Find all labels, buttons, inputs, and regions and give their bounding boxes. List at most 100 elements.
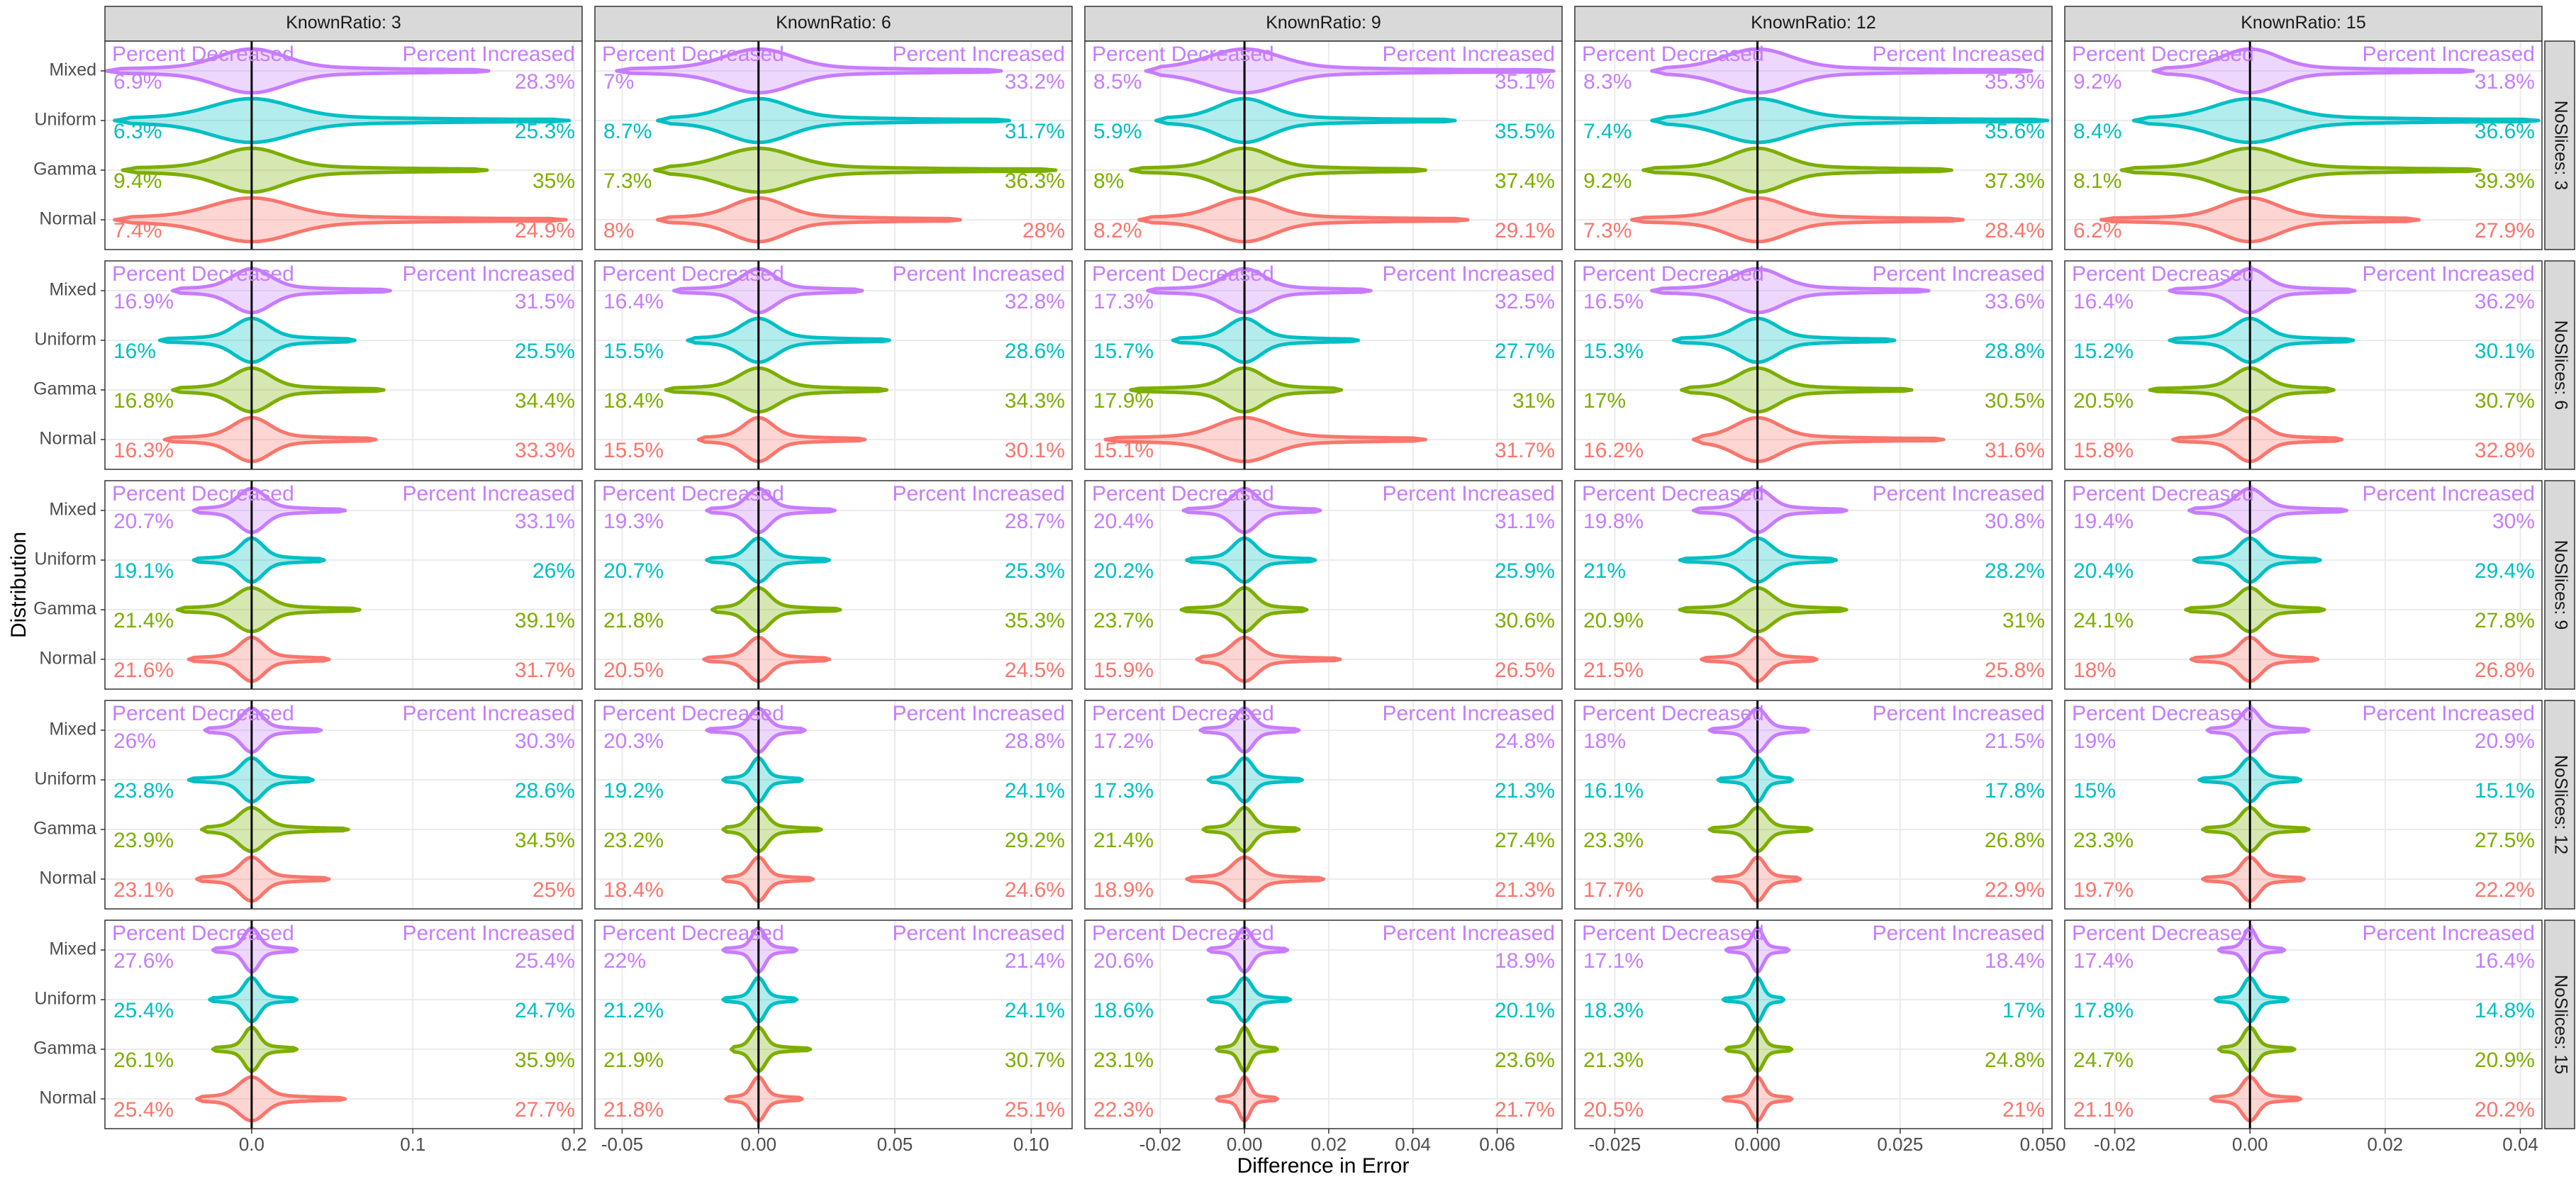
panel	[105, 481, 582, 689]
percent-increased: 24.9%	[515, 219, 575, 242]
column-label: KnownRatio: 15	[2241, 13, 2366, 33]
violin	[195, 855, 331, 903]
percent-decreased: 5.9%	[1093, 120, 1142, 143]
percent-increased: 24.8%	[1495, 730, 1555, 753]
percent-increased: 21.4%	[1005, 949, 1065, 973]
percent-increased: 35.5%	[1495, 120, 1555, 143]
percent-decreased: 19.4%	[2073, 510, 2134, 533]
annotation: Percent Increased	[1873, 262, 2045, 286]
percent-decreased: 21.4%	[1093, 829, 1154, 852]
panel-border	[1084, 40, 1563, 250]
x-tick-label: 0.00	[740, 1134, 776, 1155]
percent-decreased: 6.3%	[113, 120, 162, 143]
panel	[595, 261, 1072, 469]
strip	[2544, 40, 2575, 250]
y-tick-label: Mixed	[49, 939, 96, 959]
percent-decreased: 23.3%	[2073, 829, 2134, 852]
x-tick-label: 0.05	[877, 1134, 913, 1155]
percent-increased: 31.6%	[1985, 439, 2045, 462]
percent-decreased: 21.9%	[603, 1049, 664, 1072]
percent-increased: 39.1%	[515, 609, 575, 632]
percent-increased: 21%	[2002, 1098, 2045, 1122]
strip	[104, 6, 583, 42]
percent-increased: 31.5%	[515, 290, 575, 313]
annotation: Percent Decreased	[112, 482, 294, 505]
y-tick-label: Normal	[39, 1088, 96, 1108]
percent-decreased: 23.9%	[113, 829, 174, 852]
percent-increased: 32.8%	[1005, 290, 1065, 313]
percent-increased: 30.6%	[1495, 609, 1555, 632]
panel-border	[104, 920, 583, 1129]
percent-increased: 30.3%	[515, 730, 575, 753]
annotation: Percent Decreased	[1582, 482, 1764, 505]
percent-increased: 31.7%	[1005, 120, 1065, 143]
percent-decreased: 27.6%	[113, 949, 174, 973]
percent-increased: 20.2%	[2475, 1098, 2535, 1122]
percent-decreased: 17.8%	[2073, 999, 2134, 1022]
violin	[113, 196, 568, 244]
annotation: Percent Increased	[2363, 702, 2535, 725]
percent-increased: 37.4%	[1495, 169, 1555, 193]
percent-increased: 34.4%	[515, 389, 575, 413]
y-tick-label: Uniform	[34, 549, 96, 569]
percent-increased: 25.3%	[515, 120, 575, 143]
panel	[1085, 920, 1562, 1129]
percent-decreased: 17.9%	[1093, 389, 1154, 413]
violin	[1650, 267, 1931, 315]
percent-decreased: 21.5%	[1583, 659, 1644, 682]
percent-decreased: 15.3%	[1583, 340, 1644, 363]
x-tick-label: 0.000	[1734, 1134, 1780, 1155]
x-tick-label: 0.0	[239, 1134, 264, 1155]
percent-decreased: 21.3%	[1583, 1049, 1644, 1072]
percent-decreased: 17.2%	[1093, 730, 1154, 753]
y-tick-label: Normal	[39, 429, 96, 449]
percent-decreased: 21.2%	[603, 999, 664, 1022]
violin	[1716, 756, 1795, 804]
annotation: Percent Increased	[2363, 482, 2535, 505]
percent-increased: 31%	[2002, 609, 2045, 632]
percent-increased: 28.8%	[1005, 730, 1065, 753]
percent-decreased: 17.7%	[1583, 878, 1644, 902]
violin	[2217, 926, 2287, 974]
violin	[1691, 486, 1849, 535]
panel-border	[2064, 700, 2543, 910]
panel	[1575, 481, 2052, 689]
x-tick-label: 0.10	[1013, 1134, 1049, 1155]
panel	[2065, 700, 2542, 909]
percent-decreased: 8.3%	[1583, 70, 1632, 94]
percent-increased: 21.7%	[1495, 1098, 1555, 1122]
violin	[705, 536, 832, 584]
annotation: Percent Decreased	[602, 43, 784, 66]
percent-increased: 24.1%	[1005, 779, 1065, 803]
violin	[721, 926, 799, 974]
y-tick-label: Gamma	[33, 1039, 96, 1058]
percent-decreased: 16.5%	[1583, 290, 1644, 313]
percent-decreased: 15.7%	[1093, 340, 1154, 363]
annotation: Percent Increased	[893, 43, 1065, 66]
percent-increased: 27.9%	[2475, 219, 2535, 242]
percent-decreased: 15.2%	[2073, 340, 2134, 363]
percent-decreased: 19.7%	[2073, 878, 2134, 902]
annotation: Percent Decreased	[602, 702, 784, 725]
percent-decreased: 19.2%	[603, 779, 664, 803]
violin	[2192, 536, 2322, 584]
annotation: Percent Decreased	[1582, 702, 1764, 725]
row-label: NoSlices: 15	[2550, 975, 2570, 1074]
annotation: Percent Decreased	[602, 482, 784, 505]
panel	[1085, 481, 1562, 689]
violin	[191, 536, 326, 584]
panel	[1575, 700, 2052, 909]
annotation: Percent Increased	[1873, 702, 2045, 725]
percent-decreased: 6.9%	[113, 70, 162, 94]
percent-decreased: 16%	[113, 340, 156, 363]
percent-increased: 28.6%	[515, 779, 575, 803]
percent-decreased: 25.4%	[113, 999, 174, 1022]
percent-decreased: 21%	[1583, 559, 1626, 583]
percent-increased: 27.8%	[2475, 609, 2535, 632]
percent-increased: 31.8%	[2475, 70, 2535, 94]
percent-increased: 24.1%	[1005, 999, 1065, 1022]
violin	[1630, 196, 1965, 244]
y-tick-label: Uniform	[34, 769, 96, 789]
violin	[1671, 316, 1897, 364]
annotation: Percent Increased	[1383, 43, 1555, 66]
